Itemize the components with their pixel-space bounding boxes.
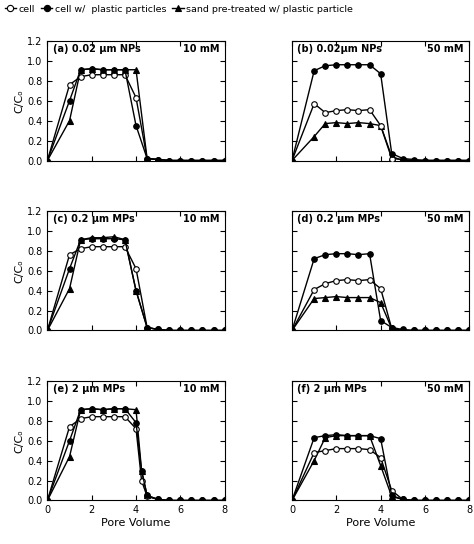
Text: (d) 0.2 μm MPs: (d) 0.2 μm MPs	[297, 214, 380, 224]
X-axis label: Pore Volume: Pore Volume	[346, 518, 415, 528]
Legend: cell, cell w/  plastic particles, sand pre-treated w/ plastic particle: cell, cell w/ plastic particles, sand pr…	[5, 5, 353, 14]
Y-axis label: C/Cₒ: C/Cₒ	[14, 89, 24, 113]
Text: (b) 0.02μm NPs: (b) 0.02μm NPs	[297, 45, 383, 54]
Text: (e) 2 μm MPs: (e) 2 μm MPs	[53, 385, 125, 394]
Text: 10 mM: 10 mM	[183, 45, 219, 54]
Text: 50 mM: 50 mM	[428, 214, 464, 224]
Text: (f) 2 μm MPs: (f) 2 μm MPs	[297, 385, 367, 394]
Text: 50 mM: 50 mM	[428, 385, 464, 394]
Text: 10 mM: 10 mM	[183, 214, 219, 224]
Y-axis label: C/Cₒ: C/Cₒ	[14, 259, 24, 282]
Text: (a) 0.02 μm NPs: (a) 0.02 μm NPs	[53, 45, 140, 54]
Y-axis label: C/Cₒ: C/Cₒ	[14, 429, 24, 453]
Text: (c) 0.2 μm MPs: (c) 0.2 μm MPs	[53, 214, 135, 224]
X-axis label: Pore Volume: Pore Volume	[101, 518, 171, 528]
Text: 50 mM: 50 mM	[428, 45, 464, 54]
Text: 10 mM: 10 mM	[183, 385, 219, 394]
